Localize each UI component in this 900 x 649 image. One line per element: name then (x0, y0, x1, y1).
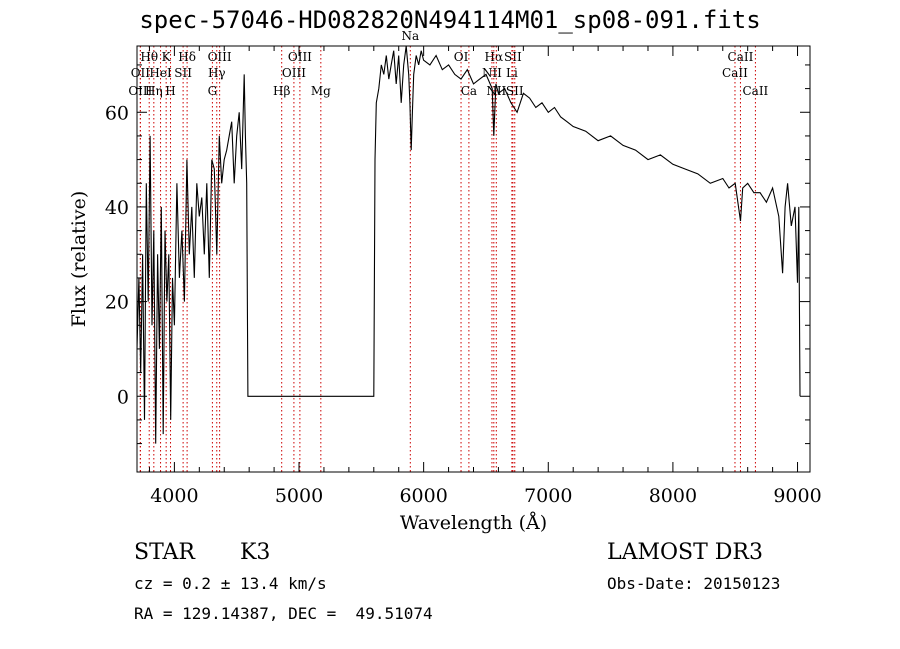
y-tick-label: 20 (105, 292, 129, 314)
line-label: Hα (485, 50, 504, 64)
line-label: SII (506, 84, 524, 98)
line-label: Hβ (273, 84, 290, 98)
line-label: SII (174, 66, 192, 80)
line-label: Mg (311, 84, 331, 98)
line-label: OIII (282, 66, 306, 80)
line-label: Hθ (140, 50, 158, 64)
line-label: H (165, 84, 175, 98)
plot-frame (136, 45, 811, 473)
line-label: Hδ (178, 50, 196, 64)
y-tick-label: 40 (105, 197, 129, 219)
survey-name: LAMOST DR3 (607, 540, 763, 565)
line-label: OIII (208, 50, 232, 64)
y-tick-label: 60 (105, 102, 129, 124)
line-label: K (162, 50, 172, 64)
line-label: CaII (742, 84, 768, 98)
line-label: CaII (728, 50, 754, 64)
x-tick-label: 4000 (150, 485, 198, 507)
line-label: Na (401, 29, 419, 43)
line-label: OIII (128, 84, 152, 98)
object-subclass: K3 (240, 540, 271, 565)
redshift-readout: cz = 0.2 ± 13.4 km/s (134, 574, 327, 593)
line-label: Li (506, 66, 518, 80)
chart-title: spec-57046-HD082820N494114M01_sp08-091.f… (139, 6, 761, 34)
coordinates: RA = 129.14387, DEC = 49.51074 (134, 604, 433, 623)
x-tick-label: 7000 (524, 485, 572, 507)
line-label: NII (482, 66, 502, 80)
spectrum-line (137, 46, 801, 444)
object-class: STAR (134, 540, 195, 565)
line-label: CaII (722, 66, 748, 80)
x-tick-label: 6000 (399, 485, 447, 507)
line-label: SII (504, 50, 522, 64)
line-label: Hγ (208, 66, 226, 80)
y-tick-label: 0 (117, 386, 129, 408)
x-axis-label: Wavelength (Å) (400, 512, 547, 534)
line-label: Hη (145, 84, 163, 98)
line-label: HeI (149, 66, 172, 80)
obs-date: Obs-Date: 20150123 (607, 574, 781, 593)
line-label: OIII (288, 50, 312, 64)
line-label: Ca (461, 84, 477, 98)
line-label: OII (131, 66, 151, 80)
x-tick-label: 5000 (275, 485, 323, 507)
x-tick-label: 8000 (649, 485, 697, 507)
x-tick-label: 9000 (773, 485, 821, 507)
line-label: G (208, 84, 218, 98)
y-axis-label: Flux (relative) (68, 191, 90, 328)
line-label: OI (454, 50, 469, 64)
